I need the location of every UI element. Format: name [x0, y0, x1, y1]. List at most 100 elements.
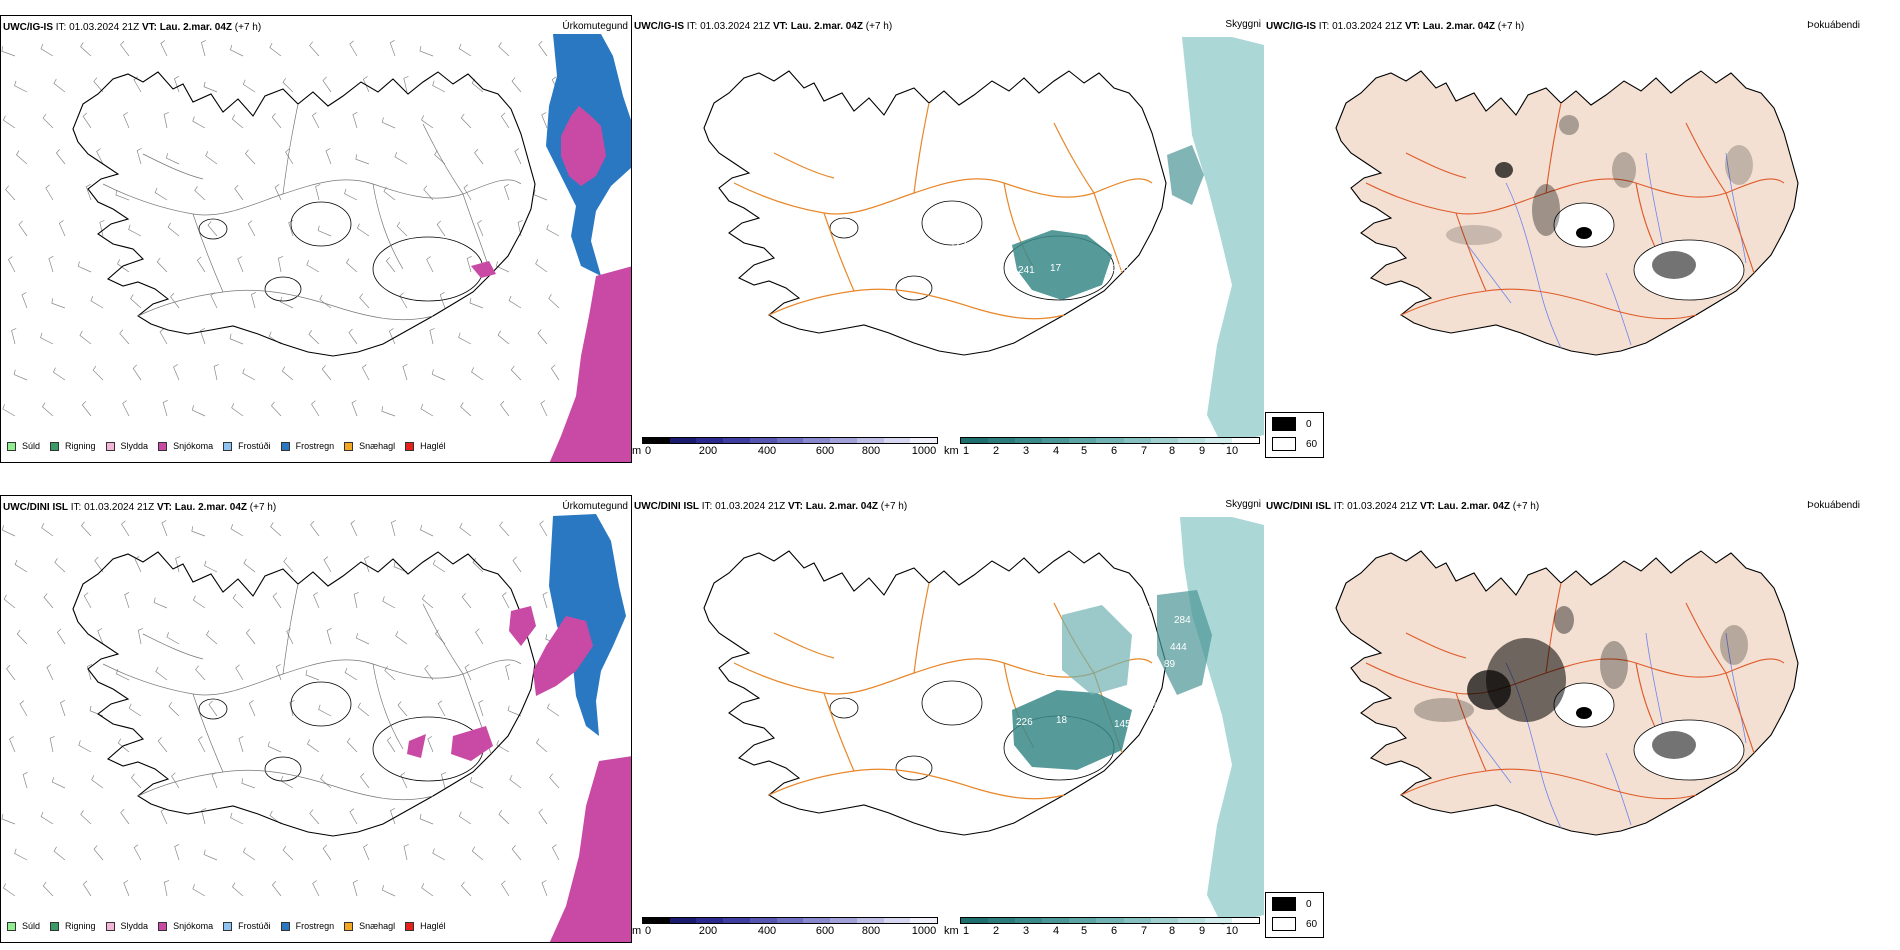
wind-barb — [436, 220, 446, 237]
colorbar-tick: 1 — [962, 925, 970, 937]
wind-barb — [203, 81, 218, 93]
colorbar-cell — [1069, 918, 1097, 923]
legend-swatch — [105, 441, 115, 451]
panel-header: UWC/DINI ISL IT: 01.03.2024 21Z VT: Lau.… — [1266, 501, 1540, 512]
wind-barb — [231, 114, 244, 129]
wind-barb — [115, 190, 130, 201]
legend-swatch — [344, 441, 354, 451]
visibility-panel-row2: 19 284 444 89 140 356 526 226 18 145 UWC… — [632, 495, 1264, 945]
wind-barb — [82, 112, 92, 129]
visibility-point-label: 89 — [1164, 659, 1176, 670]
wind-barb — [510, 365, 522, 381]
colorbar-cell — [1069, 438, 1097, 443]
wind-barb — [231, 882, 244, 897]
colorbar-tick: 2 — [992, 445, 1000, 457]
colorbar-tick: 800 — [861, 445, 881, 457]
legend-item: Slydda — [105, 441, 148, 451]
wind-barb — [40, 811, 54, 825]
wind-barb — [204, 560, 218, 573]
wind-barb — [230, 524, 244, 537]
colorbar-tick: 400 — [757, 445, 777, 457]
wind-barb — [458, 811, 472, 825]
wind-barb — [427, 736, 434, 753]
wind-barb — [156, 257, 168, 273]
wind-barb — [541, 112, 548, 129]
colorbar-tick: 9 — [1198, 925, 1206, 937]
legend-swatch — [280, 441, 290, 451]
wind-barb — [121, 520, 130, 537]
legend-item: Rigning — [50, 921, 96, 931]
panel-title: Skyggni — [1225, 19, 1261, 30]
wind-barb — [194, 186, 206, 201]
wind-barb — [501, 592, 510, 609]
colorbar-cell — [1150, 918, 1178, 923]
wind-barb — [155, 666, 168, 681]
wind-barb — [431, 369, 446, 381]
colorbar-cell — [669, 438, 697, 443]
colorbar-cells — [960, 437, 1260, 444]
colorbar-cell — [696, 918, 724, 923]
colorbar-cell — [856, 918, 884, 923]
wind-barb — [162, 400, 168, 417]
wind-barb — [40, 332, 54, 345]
wind-barb — [241, 778, 256, 789]
wind-barb — [356, 223, 370, 237]
panel-title: Úrkomutegund — [562, 501, 628, 512]
wind-barb — [321, 365, 332, 381]
wind-barb — [9, 736, 16, 753]
wind-barb — [549, 773, 560, 789]
wind-barb — [469, 776, 484, 789]
wind-barb — [92, 365, 104, 381]
wind-barb — [313, 592, 320, 609]
legend-item: Haglél — [405, 921, 446, 931]
wind-barb — [423, 185, 434, 201]
colorbar-cell — [1042, 918, 1070, 923]
wind-barb — [157, 737, 168, 753]
wind-barb — [271, 113, 282, 129]
wind-barb — [78, 740, 92, 753]
wind-barb — [419, 46, 434, 57]
fog-legend-swatch — [1272, 897, 1296, 911]
wind-barb — [500, 400, 510, 417]
wind-barb — [403, 76, 409, 93]
wind-barb — [230, 812, 244, 825]
precip-legend: Súld Rigning Slydda Snjókoma Frostúði Fr… — [7, 921, 456, 931]
colorbar-tick: 6 — [1110, 925, 1118, 937]
wind-barb — [381, 117, 396, 129]
wind-barb — [99, 220, 105, 237]
colorbar-tick: 800 — [861, 925, 881, 937]
wind-barb — [168, 701, 180, 717]
wind-barb — [496, 740, 510, 753]
visibility-point-label: 526 — [1140, 701, 1157, 712]
fog-legend-row: 0 — [1272, 417, 1312, 431]
wind-barb — [511, 77, 522, 93]
visibility-point-label: 145 — [1114, 719, 1131, 730]
fog-legend: 0 60 — [1265, 892, 1324, 938]
colorbar-cell — [910, 918, 938, 923]
colorbar-cell — [776, 438, 804, 443]
freezing-rain-area — [549, 514, 626, 736]
colorbar-tick: 9 — [1198, 445, 1206, 457]
wind-barb — [540, 400, 548, 417]
wind-barb — [93, 77, 104, 93]
wind-barb — [2, 115, 16, 129]
wind-barb — [308, 329, 320, 345]
precip-type-panel-row2: UWC/DINI ISL IT: 01.03.2024 21Z VT: Lau.… — [0, 495, 632, 943]
wind-barb — [163, 880, 170, 897]
wind-barb — [79, 330, 92, 345]
wind-barb — [243, 558, 256, 573]
wind-barb — [394, 152, 408, 165]
colorbar-cell — [910, 438, 938, 443]
visibility-point-labels: 122 241 17 168 — [950, 239, 1129, 276]
wind-barb — [192, 116, 206, 129]
colorbar-cell — [723, 918, 750, 923]
wind-barb — [306, 260, 320, 273]
legend-item: Frostregn — [280, 441, 334, 451]
legend-item: Snjókoma — [158, 441, 213, 451]
wind-barb — [282, 77, 294, 93]
fog-shading — [1414, 606, 1748, 781]
wind-barb — [200, 328, 206, 345]
fog-legend-swatch — [1272, 417, 1296, 431]
legend-swatch — [405, 441, 415, 451]
wind-barb — [60, 700, 66, 717]
